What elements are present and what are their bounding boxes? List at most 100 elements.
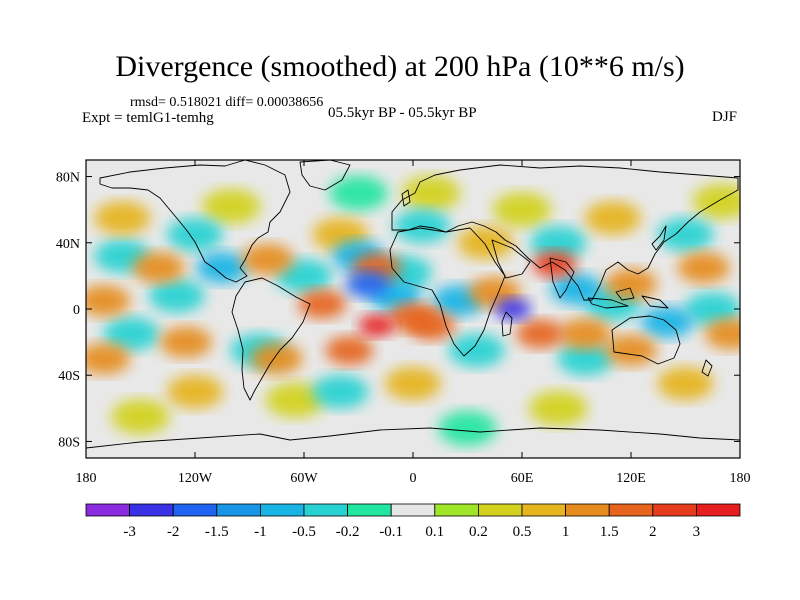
divergence-anomaly-positive — [86, 285, 131, 317]
divergence-anomaly-positive — [559, 318, 612, 350]
divergence-anomaly-positive — [492, 192, 552, 228]
experiment-label: Expt = temlG1-temhg — [82, 110, 214, 126]
colorbar-swatch — [652, 503, 697, 517]
divergence-anomaly-negative — [167, 217, 223, 252]
divergence-anomaly-positive — [167, 374, 223, 409]
divergence-anomaly-positive — [159, 326, 212, 358]
divergence-anomaly-negative — [684, 292, 740, 326]
period-label: 05.5kyr BP - 05.5kyr BP — [328, 105, 477, 121]
divergence-anomaly-positive — [389, 302, 437, 332]
colorbar-label: -0.2 — [336, 524, 360, 540]
divergence-anomaly-negative — [103, 317, 160, 351]
coastline-arabia — [491, 239, 531, 279]
divergence-field — [86, 175, 740, 446]
colorbar: -3 -2 -1.5 -1 -0.5 -0.2 -0.1 0.1 0.2 0.5 1 1.5 2 3 — [85, 503, 741, 540]
lon-tick-label: 60E — [511, 471, 534, 486]
divergence-anomaly-positive — [86, 343, 131, 375]
divergence-anomaly-negative — [329, 175, 388, 211]
lon-tick-label: 60W — [290, 471, 318, 486]
coastline-africa — [389, 227, 506, 357]
coastline-japan — [651, 225, 667, 251]
divergence-anomaly-negative — [530, 225, 587, 260]
stats-line: rmsd= 0.518021 diff= 0.00038656 — [130, 95, 324, 110]
divergence-anomaly-negative — [276, 259, 332, 293]
colorbar-label: 1 — [562, 524, 570, 540]
coastline-british-isles — [401, 189, 411, 207]
coastline-madagascar — [501, 311, 513, 337]
divergence-anomaly-negative — [657, 217, 714, 252]
colorbar-label: 2 — [649, 524, 657, 540]
coastline-north-america — [99, 160, 291, 283]
colorbar-swatch — [390, 503, 436, 517]
colorbar-swatch — [565, 503, 610, 517]
lon-tick-label: 120E — [616, 471, 646, 486]
lon-tick-label: 120W — [178, 471, 213, 486]
coastline-greenland — [299, 160, 351, 191]
colorbar-swatch — [347, 503, 392, 517]
colorbar-swatch — [303, 503, 348, 517]
divergence-anomaly-negative — [557, 341, 614, 376]
lon-tick-label: 180 — [76, 471, 97, 486]
lon-tick-label: 0 — [410, 471, 417, 486]
colorbar-label: 0.5 — [513, 524, 532, 540]
colorbar-label: 0.2 — [469, 524, 488, 540]
divergence-anomaly-positive — [516, 319, 565, 349]
divergence-anomaly-negative — [550, 273, 603, 305]
colorbar-swatch — [259, 503, 305, 517]
divergence-anomaly-positive — [111, 399, 170, 435]
divergence-anomaly-positive — [532, 251, 577, 278]
divergence-anomaly-positive — [704, 318, 740, 350]
divergence-anomaly-positive — [605, 268, 657, 300]
divergence-anomaly-negative — [448, 333, 505, 368]
season-label: DJF — [712, 109, 738, 125]
lat-tick-label: 80S — [58, 435, 80, 450]
coastline-indonesia — [587, 287, 669, 309]
divergence-anomaly-positive — [401, 175, 461, 211]
divergence-anomaly-positive — [457, 225, 514, 260]
divergence-anomaly-positive — [358, 314, 395, 337]
colorbar-label: 3 — [693, 524, 701, 540]
coastline-south-america — [231, 277, 311, 401]
colorbar-label: 1.5 — [600, 524, 619, 540]
divergence-anomaly-positive — [605, 334, 657, 366]
divergence-anomaly-positive — [202, 188, 261, 224]
lat-tick-label: 80N — [56, 171, 80, 186]
plot-title: Divergence (smoothed) at 200 hPa (10**6 … — [115, 50, 685, 83]
colorbar-label: -1.5 — [205, 524, 229, 540]
colorbar-label: -2 — [167, 524, 180, 540]
divergence-anomaly-positive — [325, 335, 374, 365]
divergence-anomaly-positive — [692, 183, 740, 219]
coastline-australia — [611, 315, 681, 365]
divergence-anomaly-positive — [94, 201, 151, 235]
divergence-anomaly-negative — [494, 298, 531, 320]
lat-tick-label: 40S — [58, 369, 80, 384]
colorbar-swatch — [608, 503, 654, 517]
axis-ticks: 80N 40N 0 40S 80S 180 120W 60W 0 60E 120E 180 — [56, 160, 751, 486]
lat-tick-label: 40N — [56, 237, 80, 252]
coastline-antarctica — [86, 427, 740, 449]
colorbar-swatch — [172, 503, 218, 517]
divergence-anomaly-negative — [148, 278, 205, 313]
colorbar-swatch — [434, 503, 479, 517]
coastline-new-zealand — [701, 359, 713, 377]
divergence-anomaly-negative — [196, 252, 249, 284]
colorbar-label: -3 — [123, 524, 136, 540]
colorbar-label: -1 — [254, 524, 267, 540]
lon-tick-label: 180 — [730, 471, 751, 486]
colorbar-swatch — [129, 503, 174, 517]
divergence-anomaly-positive — [265, 382, 325, 418]
divergence-anomaly-positive — [241, 243, 294, 275]
colorbar-label: -0.1 — [379, 524, 403, 540]
colorbar-label: -0.5 — [292, 524, 316, 540]
colorbar-swatch — [85, 503, 130, 517]
divergence-anomaly-positive — [298, 289, 347, 319]
divergence-anomaly-negative — [345, 270, 390, 298]
colorbar-swatch — [696, 503, 741, 517]
divergence-anomaly-positive — [529, 390, 588, 426]
colorbar-swatch — [216, 503, 261, 517]
colorbar-label: 0.1 — [425, 524, 444, 540]
colorbar-swatch — [477, 503, 523, 517]
coastline-eurasia — [391, 164, 739, 301]
divergence-anomaly-negative — [312, 374, 369, 409]
